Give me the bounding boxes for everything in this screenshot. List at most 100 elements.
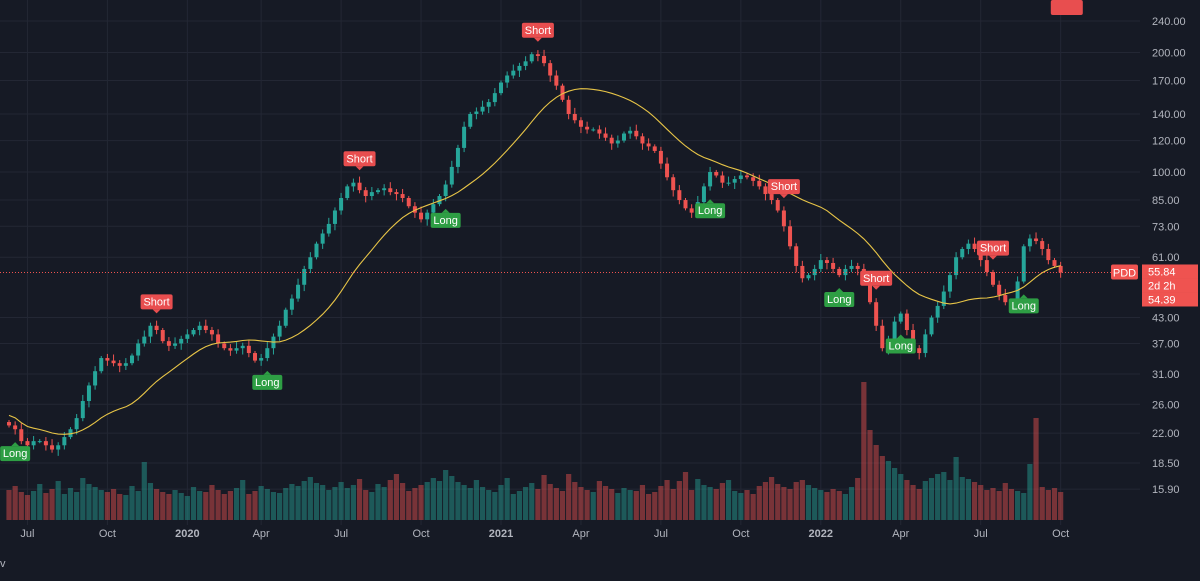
volume-bar xyxy=(1039,487,1045,520)
candle-body xyxy=(658,150,663,164)
candle-body xyxy=(130,355,134,364)
price-axis[interactable]: 240.00 200.00 170.00 140.00 120.00 100.00 85.0… xyxy=(1152,16,1186,496)
candle-body xyxy=(997,284,1002,296)
candle-body xyxy=(7,422,11,426)
signal-badge xyxy=(430,212,461,228)
signal-text: Short xyxy=(771,181,797,193)
volume-bar xyxy=(830,489,836,520)
volume-bar xyxy=(922,481,928,520)
volume-bar xyxy=(301,481,307,520)
price-tag-text: 55.84 xyxy=(1148,266,1176,278)
signal-pointer xyxy=(533,37,542,42)
signal-pointer xyxy=(441,208,450,213)
candle-body xyxy=(972,243,977,249)
candle-body xyxy=(1021,246,1026,282)
candle-body xyxy=(646,143,651,147)
volume-bar xyxy=(350,485,356,520)
volume-bar xyxy=(916,489,922,520)
signal-badge xyxy=(521,22,554,38)
candle-body xyxy=(197,325,202,331)
volume-bar xyxy=(1058,492,1064,520)
candle-body xyxy=(941,291,946,306)
long-signal-label: Long xyxy=(252,370,283,390)
candle-body xyxy=(117,363,122,366)
volume-bar xyxy=(24,495,31,520)
candle-body xyxy=(449,166,454,185)
candle-body xyxy=(31,441,36,446)
candle-body xyxy=(874,302,879,326)
y-tick-label: 120.00 xyxy=(1152,136,1186,148)
signal-badge xyxy=(860,270,893,286)
volume-bar xyxy=(1008,489,1015,520)
volume-bar xyxy=(154,489,160,520)
volume-bar xyxy=(701,485,707,520)
short-signal-label: Short xyxy=(860,270,893,290)
signal-badge xyxy=(140,294,173,310)
volume-bar xyxy=(320,485,326,520)
signal-text: Long xyxy=(889,340,913,352)
candle-body xyxy=(388,188,393,193)
price-tags: PDD 55.84 2d 2h 54.39 xyxy=(1111,264,1198,307)
volume-bar xyxy=(855,478,861,520)
symbol-tag: PDD xyxy=(1111,264,1138,280)
candle-body xyxy=(308,257,313,269)
candle-body xyxy=(1052,260,1057,266)
candle-body xyxy=(406,198,411,207)
volume-bar xyxy=(658,486,664,520)
volume-bar xyxy=(578,487,584,520)
volume-bar xyxy=(695,479,701,520)
volume-bar xyxy=(504,478,510,520)
candle-body xyxy=(68,429,73,438)
volume-bar xyxy=(209,485,215,520)
volume-bar xyxy=(836,491,842,520)
candle-body xyxy=(486,102,491,107)
candle-body xyxy=(597,129,602,134)
volume-bar xyxy=(885,461,892,520)
volume-bar xyxy=(707,487,713,520)
price-tag-bg xyxy=(1142,264,1198,279)
candle-body xyxy=(868,275,872,303)
x-tick-label: Oct xyxy=(99,528,116,540)
signal-pointer xyxy=(706,199,715,204)
volume-bar xyxy=(277,493,283,520)
volume-bar xyxy=(203,492,209,520)
candle-body xyxy=(585,126,590,130)
volume-bar xyxy=(1002,483,1008,520)
candle-body xyxy=(400,194,405,199)
long-signal-label: Long xyxy=(430,208,461,228)
volume-bar xyxy=(461,485,467,520)
candle-body xyxy=(812,268,817,276)
volume-bar xyxy=(596,481,602,520)
volume-bar xyxy=(904,480,910,520)
volume-bar xyxy=(978,485,984,520)
volume-bar xyxy=(738,493,744,520)
volume-bar xyxy=(584,490,590,520)
candle-body xyxy=(43,441,48,446)
volume-bar xyxy=(393,474,400,520)
volume-bar xyxy=(541,475,547,520)
x-tick-label: Oct xyxy=(732,528,749,540)
volume-bar xyxy=(553,488,559,520)
volume-bar xyxy=(61,494,67,520)
volume-bar xyxy=(787,489,793,520)
signal-labels: Long Short Long Short Long Short Long Short Long… xyxy=(0,0,1083,462)
volume-bar xyxy=(356,479,363,520)
volume-bar xyxy=(141,462,147,520)
candle-body xyxy=(474,111,479,114)
signal-text: Short xyxy=(525,25,551,37)
candle-body xyxy=(683,200,688,209)
volume-bar xyxy=(98,490,104,520)
time-axis[interactable]: Jul Oct 2020 Apr Jul Oct 2021 Apr Jul Oct 2022 Apr J… xyxy=(20,528,1069,540)
candle-body xyxy=(462,126,467,148)
x-tick-label: Oct xyxy=(1052,528,1069,540)
candle-body xyxy=(960,248,965,258)
volume-bar xyxy=(769,477,775,520)
volume-bar xyxy=(719,483,725,520)
y-tick-label: 15.90 xyxy=(1152,484,1180,496)
volume-bar xyxy=(547,484,553,520)
volume-bar xyxy=(602,486,609,520)
volume-bar xyxy=(510,494,516,520)
candle-body xyxy=(179,338,184,344)
